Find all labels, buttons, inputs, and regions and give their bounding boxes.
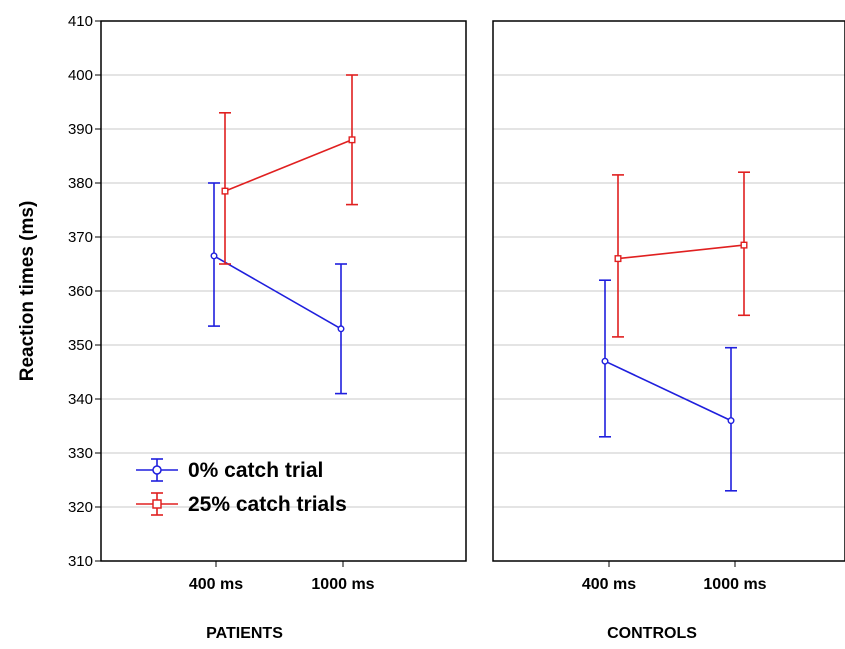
y-tick-label: 400 [68, 67, 93, 84]
y-tick-label: 360 [68, 283, 93, 300]
panel-frame [492, 20, 845, 562]
series-zero-percent [599, 279, 737, 492]
y-tick-label: 370 [68, 229, 93, 246]
x-tick-label: 1000 ms [703, 576, 766, 593]
y-tick-label: 320 [68, 499, 93, 516]
legend-label: 25% catch trials [188, 493, 347, 516]
y-tick-label: 380 [68, 175, 93, 192]
y-tick-label: 330 [68, 445, 93, 462]
series-twenty-five-percent [612, 171, 750, 338]
data-point [348, 136, 356, 144]
legend-marker-square [152, 499, 162, 509]
data-point [740, 241, 748, 249]
x-tick-label: 1000 ms [311, 576, 374, 593]
panel-controls: 400 ms 1000 ms CONTROLS [492, 20, 845, 642]
data-point [337, 325, 345, 333]
y-tick-label: 340 [68, 391, 93, 408]
series-line [224, 139, 353, 192]
panel-label: PATIENTS [206, 625, 283, 642]
legend-marker-circle [152, 465, 162, 475]
y-tick-label: 390 [68, 121, 93, 138]
legend-label: 0% catch trial [188, 459, 323, 482]
y-tick-label: 350 [68, 337, 93, 354]
x-tick-label: 400 ms [582, 576, 636, 593]
series-zero-percent [208, 182, 347, 395]
legend: 0% catch trial 25% catch trials [136, 458, 347, 516]
data-point [210, 252, 218, 260]
series-line [604, 360, 732, 422]
panel-label: CONTROLS [607, 625, 697, 642]
series-line [617, 244, 745, 260]
data-point [601, 357, 609, 365]
data-point [614, 255, 622, 263]
y-tick-label: 410 [68, 13, 93, 30]
series-twenty-five-percent [219, 74, 358, 265]
panel-patients: 400 ms 1000 ms PATIENTS [95, 20, 467, 642]
y-axis-title: Reaction times (ms) [17, 201, 38, 382]
data-point [727, 417, 735, 425]
series-line [213, 255, 342, 330]
x-tick-label: 400 ms [189, 576, 243, 593]
legend-item: 0% catch trial [136, 458, 323, 482]
y-tick-label: 310 [68, 553, 93, 570]
data-point [221, 187, 229, 195]
legend-item: 25% catch trials [136, 492, 347, 516]
